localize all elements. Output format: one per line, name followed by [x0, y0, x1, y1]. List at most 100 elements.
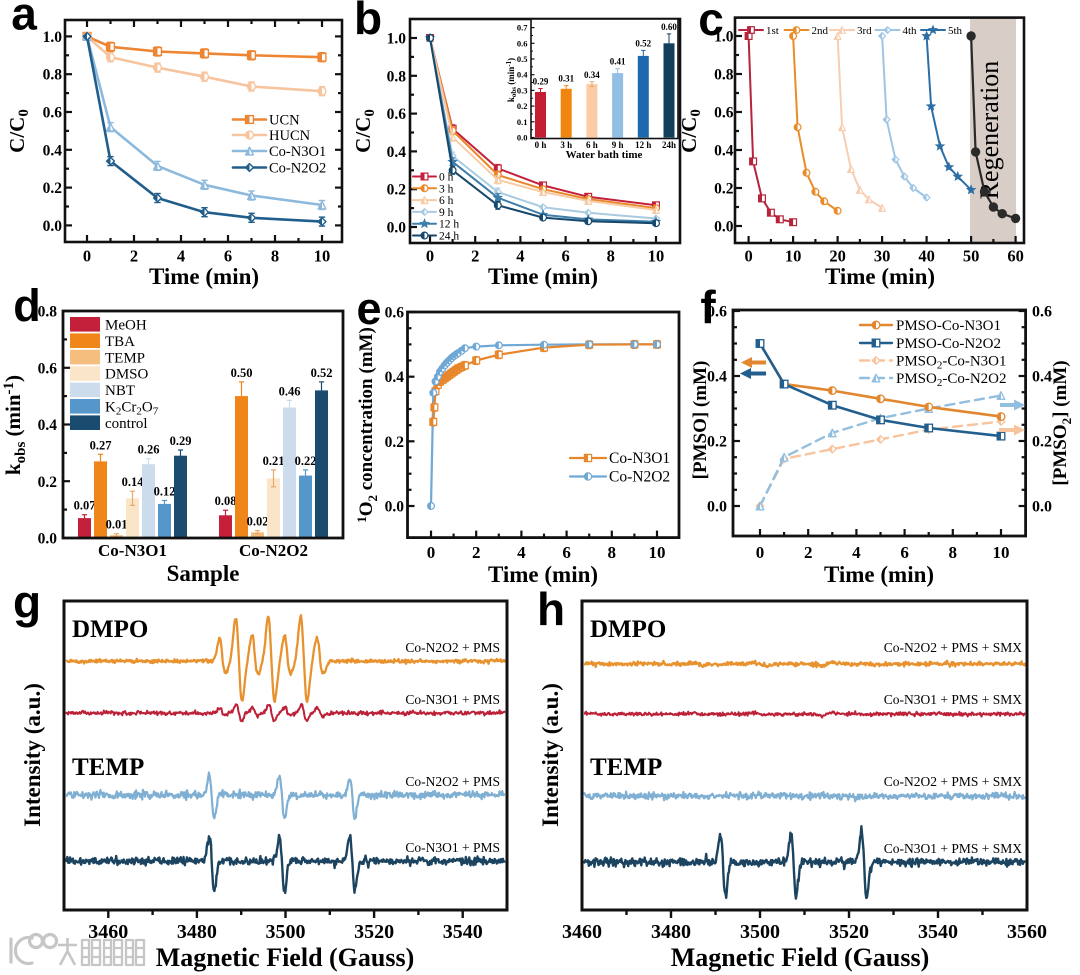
svg-text:24h: 24h [662, 140, 676, 150]
svg-text:0: 0 [83, 247, 91, 266]
svg-text:8: 8 [607, 247, 615, 266]
svg-text:0.6: 0.6 [43, 105, 63, 122]
svg-text:0.0: 0.0 [43, 218, 63, 235]
svg-text:6 h: 6 h [586, 140, 598, 150]
svg-text:0.29: 0.29 [170, 434, 192, 448]
svg-text:0.4: 0.4 [714, 143, 734, 160]
svg-text:Co-N3O1: Co-N3O1 [98, 541, 167, 560]
svg-text:0.6: 0.6 [714, 105, 734, 122]
svg-text:0.6: 0.6 [517, 38, 528, 48]
svg-text:2: 2 [471, 247, 479, 266]
svg-text:2nd: 2nd [812, 25, 829, 37]
svg-text:0.7: 0.7 [517, 23, 528, 33]
svg-text:0.6: 0.6 [38, 360, 58, 377]
svg-text:Water bath time: Water bath time [566, 149, 643, 161]
svg-text:DMSO: DMSO [105, 367, 149, 383]
svg-text:Time (min): Time (min) [825, 264, 935, 289]
svg-text:3540: 3540 [918, 921, 958, 943]
svg-text:Co-N2O2 + PMS + SMX: Co-N2O2 + PMS + SMX [884, 774, 1023, 789]
svg-text:0.52: 0.52 [311, 366, 333, 380]
svg-text:Co-N2O2: Co-N2O2 [269, 161, 326, 177]
svg-text:4: 4 [177, 247, 185, 266]
svg-text:3rd: 3rd [857, 25, 872, 37]
svg-text:0: 0 [427, 543, 436, 562]
svg-text:DMPO: DMPO [72, 616, 148, 643]
svg-text:[PMSO] (mM): [PMSO] (mM) [690, 361, 711, 480]
svg-text:K2Cr2O7: K2Cr2O7 [105, 400, 159, 418]
svg-text:1.0: 1.0 [43, 29, 63, 46]
svg-text:Co-N3O1 + PMS: Co-N3O1 + PMS [405, 840, 500, 855]
svg-text:Time (min): Time (min) [488, 264, 598, 289]
svg-text:c: c [698, 0, 724, 45]
svg-text:8: 8 [608, 543, 617, 562]
svg-text:Co-N2O2: Co-N2O2 [239, 541, 308, 560]
svg-text:10: 10 [314, 247, 331, 266]
svg-text:Sample: Sample [167, 561, 240, 586]
svg-text:PMSO-Co-N2O2: PMSO-Co-N2O2 [896, 336, 1001, 352]
svg-text:0.41: 0.41 [610, 57, 626, 67]
svg-text:0.6: 0.6 [707, 304, 727, 321]
svg-text:4th: 4th [903, 25, 918, 37]
svg-text:3560: 3560 [1007, 921, 1047, 943]
svg-text:0.6: 0.6 [387, 106, 407, 123]
svg-text:10: 10 [649, 543, 666, 562]
svg-text:0.50: 0.50 [231, 366, 253, 380]
svg-text:TBA: TBA [105, 334, 135, 350]
svg-text:5th: 5th [948, 25, 963, 37]
svg-text:e: e [356, 283, 381, 334]
svg-text:0.27: 0.27 [90, 438, 112, 452]
svg-text:0.0: 0.0 [517, 133, 528, 143]
svg-text:0.0: 0.0 [714, 219, 734, 236]
svg-text:0.1: 0.1 [517, 117, 528, 127]
svg-text:10: 10 [993, 543, 1010, 562]
svg-text:0.2: 0.2 [38, 474, 58, 491]
svg-text:9 h: 9 h [439, 207, 454, 219]
svg-text:Co-N3O1: Co-N3O1 [269, 144, 326, 160]
svg-text:3540: 3540 [443, 921, 483, 943]
svg-text:d: d [13, 280, 41, 331]
svg-text:0.8: 0.8 [387, 68, 407, 85]
svg-text:0 h: 0 h [439, 172, 454, 184]
svg-text:0.2: 0.2 [387, 182, 407, 199]
svg-text:0.2: 0.2 [43, 180, 63, 197]
svg-text:Magnetic Field (Gauss): Magnetic Field (Gauss) [156, 943, 415, 972]
svg-text:0.22: 0.22 [295, 454, 317, 468]
svg-text:2: 2 [804, 543, 813, 562]
svg-text:20: 20 [829, 247, 846, 266]
svg-text:0.02: 0.02 [247, 515, 269, 529]
svg-text:1O2 concentration (mM): 1O2 concentration (mM) [354, 327, 380, 523]
svg-text:0.3: 0.3 [517, 85, 528, 95]
svg-text:0 h: 0 h [535, 140, 547, 150]
svg-text:3500: 3500 [266, 921, 306, 943]
svg-text:2: 2 [472, 543, 481, 562]
svg-text:PMSO2-Co-N2O2: PMSO2-Co-N2O2 [896, 371, 1007, 389]
svg-text:0.60: 0.60 [661, 22, 677, 32]
svg-text:0: 0 [744, 247, 752, 266]
svg-text:0.4: 0.4 [385, 369, 405, 386]
svg-text:0.46: 0.46 [279, 384, 301, 398]
svg-text:2: 2 [130, 247, 138, 266]
svg-text:0.2: 0.2 [707, 434, 727, 451]
svg-text:24 h: 24 h [439, 231, 459, 243]
svg-text:6: 6 [224, 247, 232, 266]
svg-text:4: 4 [852, 543, 861, 562]
svg-text:Co-N3O1 + PMS + SMX: Co-N3O1 + PMS + SMX [884, 841, 1023, 856]
svg-text:0.4: 0.4 [387, 144, 407, 161]
svg-text:0.5: 0.5 [517, 54, 528, 64]
svg-text:1st: 1st [766, 25, 779, 37]
svg-text:50: 50 [963, 247, 980, 266]
svg-text:control: control [105, 416, 148, 432]
svg-text:Co-N3O1 + PMS: Co-N3O1 + PMS [405, 692, 500, 707]
svg-text:0.4: 0.4 [43, 142, 63, 159]
svg-text:UCN: UCN [269, 113, 300, 129]
svg-text:0.21: 0.21 [263, 454, 285, 468]
svg-text:0.07: 0.07 [74, 499, 96, 513]
svg-text:3 h: 3 h [560, 140, 572, 150]
svg-text:0.8: 0.8 [43, 67, 63, 84]
svg-text:Intensity (a.u.): Intensity (a.u.) [20, 683, 45, 827]
svg-text:MeOH: MeOH [105, 318, 147, 334]
svg-text:6: 6 [900, 543, 909, 562]
svg-text:Co-N2O2 + PMS: Co-N2O2 + PMS [405, 640, 500, 655]
svg-text:[PMSO2] (mM): [PMSO2] (mM) [1050, 360, 1074, 485]
svg-text:0.6: 0.6 [1032, 304, 1052, 321]
